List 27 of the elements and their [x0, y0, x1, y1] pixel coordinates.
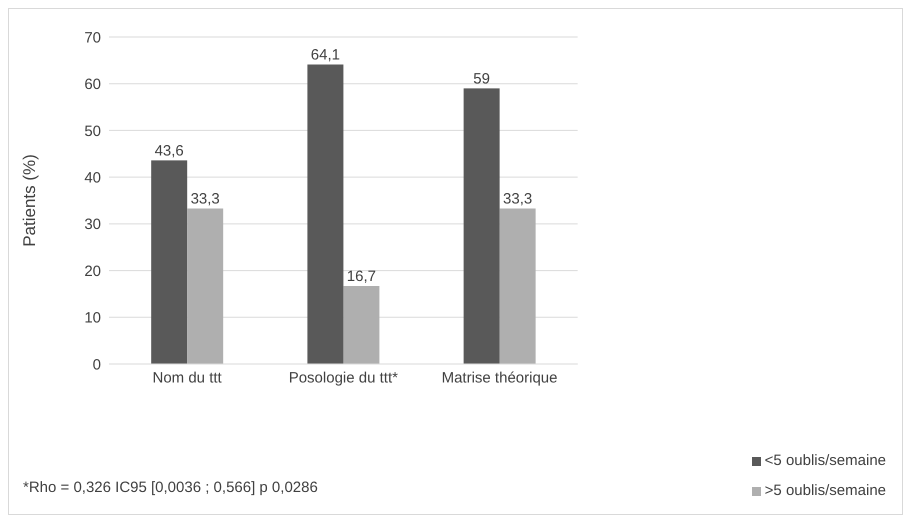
- data-label: 33,3: [503, 190, 532, 208]
- y-axis-title: Patients (%): [20, 154, 40, 247]
- data-label: 16,7: [346, 268, 376, 285]
- data-label: 59: [473, 70, 490, 88]
- x-tick-label: Posologie du ttt*: [288, 370, 398, 387]
- y-tick-label: 20: [84, 262, 101, 280]
- y-tick-label: 30: [84, 216, 101, 234]
- y-tick-label: 10: [84, 310, 101, 327]
- bar: [151, 160, 188, 364]
- y-tick-label: 50: [84, 122, 101, 140]
- data-label: 43,6: [154, 142, 184, 160]
- bar: [464, 88, 500, 364]
- bar: [307, 64, 344, 364]
- bar: [343, 286, 380, 364]
- x-tick-label: Matrise théorique: [442, 370, 558, 387]
- data-label: 64,1: [310, 46, 340, 64]
- x-tick-label: Nom du ttt: [152, 370, 223, 387]
- y-tick-label: 0: [92, 356, 101, 374]
- data-label: 33,3: [190, 190, 220, 208]
- y-tick-label: 40: [84, 169, 101, 186]
- bar: [187, 208, 224, 364]
- y-tick-label: 70: [84, 29, 101, 46]
- legend-label: <5 oublis/semaine: [764, 452, 886, 469]
- legend-label: >5 oublis/semaine: [764, 482, 886, 499]
- y-tick-label: 60: [84, 76, 101, 94]
- bar: [500, 208, 536, 364]
- text: *Rho = 0,326 IC95 [0,0036 ; 0,566] p 0,0286: [23, 479, 318, 496]
